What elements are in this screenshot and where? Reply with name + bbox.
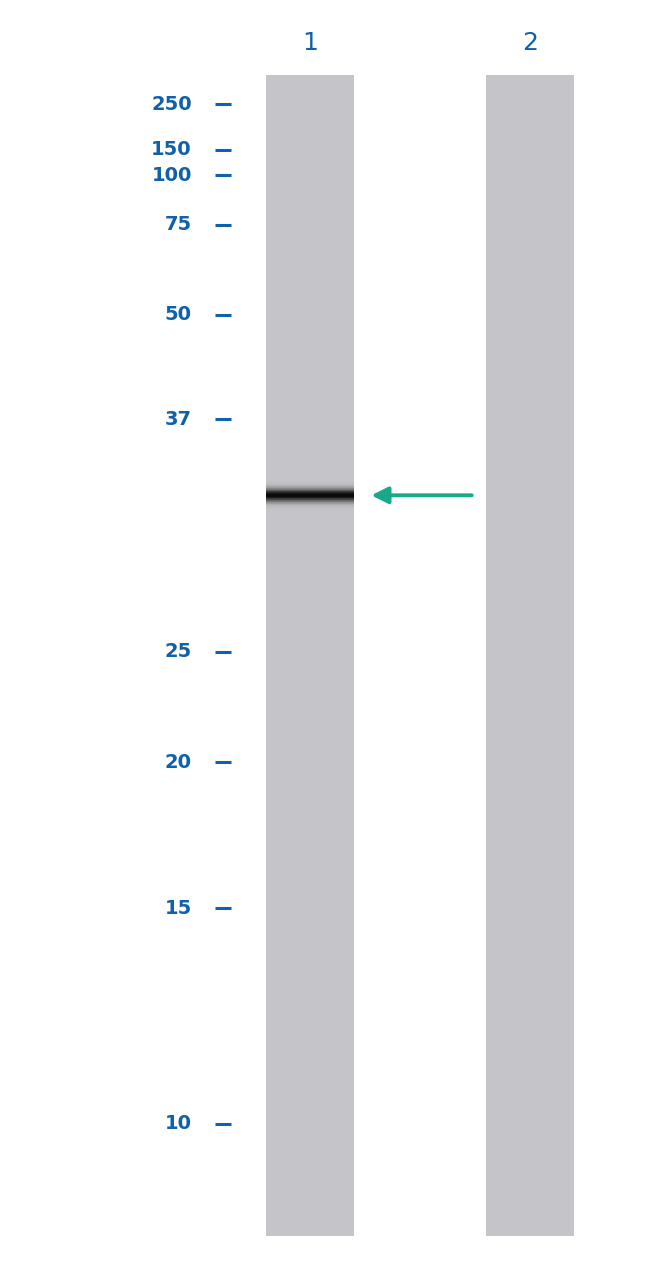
Text: 15: 15 bbox=[164, 899, 192, 917]
Text: 75: 75 bbox=[164, 216, 192, 234]
Text: 250: 250 bbox=[151, 95, 192, 113]
Text: 10: 10 bbox=[164, 1115, 192, 1133]
Text: 1: 1 bbox=[302, 32, 318, 55]
Text: 20: 20 bbox=[164, 753, 192, 771]
Text: 25: 25 bbox=[164, 643, 192, 660]
Bar bbox=[266, 75, 354, 1236]
Text: 100: 100 bbox=[151, 166, 192, 184]
Text: 50: 50 bbox=[164, 306, 192, 324]
Bar bbox=[486, 75, 573, 1236]
Text: 37: 37 bbox=[164, 410, 192, 428]
Text: 150: 150 bbox=[151, 141, 192, 159]
Text: 2: 2 bbox=[522, 32, 538, 55]
